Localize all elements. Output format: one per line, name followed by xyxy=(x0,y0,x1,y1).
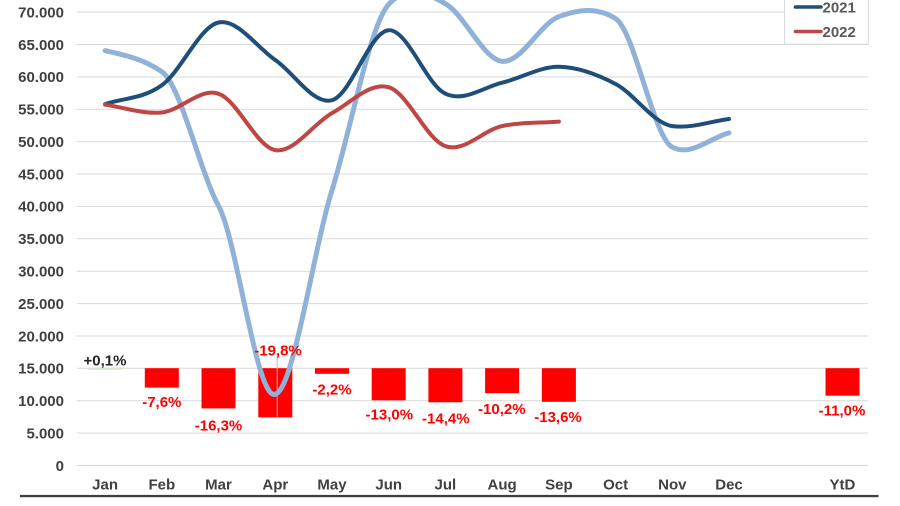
svg-text:50.000: 50.000 xyxy=(18,134,64,151)
svg-text:Jun: Jun xyxy=(375,477,402,494)
svg-text:+0,1%: +0,1% xyxy=(84,352,127,369)
svg-text:2022: 2022 xyxy=(823,24,856,41)
svg-text:10.000: 10.000 xyxy=(18,393,64,410)
svg-text:55.000: 55.000 xyxy=(18,102,64,119)
svg-text:Apr: Apr xyxy=(262,477,288,494)
svg-text:-14,4%: -14,4% xyxy=(422,410,470,427)
svg-text:40.000: 40.000 xyxy=(18,199,64,216)
svg-text:Aug: Aug xyxy=(488,477,517,494)
svg-text:May: May xyxy=(317,477,347,494)
svg-text:2021: 2021 xyxy=(823,0,856,16)
svg-text:65.000: 65.000 xyxy=(18,37,64,54)
svg-text:5.000: 5.000 xyxy=(26,425,64,442)
svg-text:-13,6%: -13,6% xyxy=(534,409,582,426)
svg-text:-10,2%: -10,2% xyxy=(478,401,526,418)
svg-text:70.000: 70.000 xyxy=(18,4,64,21)
svg-text:Oct: Oct xyxy=(603,477,628,494)
svg-text:20.000: 20.000 xyxy=(18,328,64,345)
svg-text:15.000: 15.000 xyxy=(18,361,64,378)
svg-text:YtD: YtD xyxy=(829,477,855,494)
svg-text:30.000: 30.000 xyxy=(18,264,64,281)
svg-text:Feb: Feb xyxy=(148,477,175,494)
svg-text:-2,2%: -2,2% xyxy=(312,381,351,398)
svg-text:25.000: 25.000 xyxy=(18,296,64,313)
svg-text:-11,0%: -11,0% xyxy=(819,402,866,419)
svg-text:60.000: 60.000 xyxy=(18,69,64,86)
svg-text:Jul: Jul xyxy=(435,477,457,494)
svg-text:-19,8%: -19,8% xyxy=(254,342,302,359)
svg-text:35.000: 35.000 xyxy=(18,231,64,248)
svg-text:Sep: Sep xyxy=(545,477,573,494)
svg-text:0: 0 xyxy=(56,458,64,475)
svg-text:-16,3%: -16,3% xyxy=(195,418,243,435)
svg-text:45.000: 45.000 xyxy=(18,166,64,183)
svg-text:Jan: Jan xyxy=(92,477,118,494)
svg-text:-13,0%: -13,0% xyxy=(366,406,414,423)
svg-text:-7,6%: -7,6% xyxy=(142,394,181,411)
svg-text:Nov: Nov xyxy=(658,477,687,494)
svg-text:Dec: Dec xyxy=(715,477,743,494)
svg-text:Mar: Mar xyxy=(205,477,232,494)
